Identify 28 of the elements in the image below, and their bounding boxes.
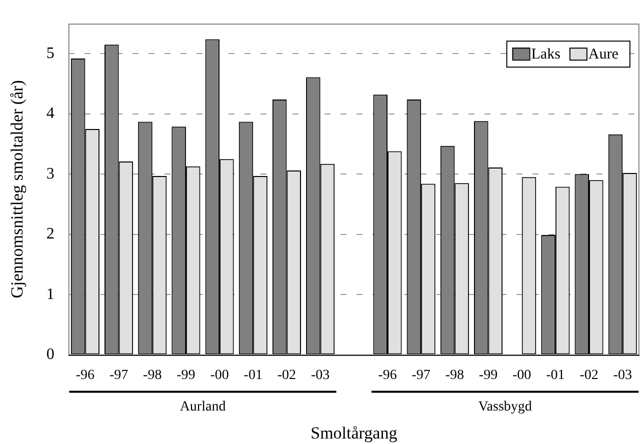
x-tick-label: -98 <box>445 368 464 383</box>
x-tick-label: -01 <box>546 368 565 383</box>
y-tick-label: 0 <box>46 346 54 364</box>
x-tick-label: -02 <box>277 368 296 383</box>
y-tick-label: 4 <box>46 105 54 122</box>
y-tick-label: 1 <box>46 286 54 303</box>
x-tick-label: -00 <box>210 368 229 383</box>
x-tick-label: -99 <box>176 368 196 383</box>
y-tick-label: 3 <box>46 165 54 182</box>
x-tick-label: -97 <box>109 368 128 383</box>
x-tick-label: -02 <box>580 368 598 383</box>
x-tick-label: -99 <box>478 368 498 383</box>
x-tick-label: -00 <box>512 368 532 383</box>
x-tick-label: -01 <box>244 368 262 383</box>
x-tick-label: -03 <box>613 368 632 383</box>
y-axis-title: Gjennomsnittleg smoltalder (år) <box>8 80 27 298</box>
x-tick-label: -98 <box>143 368 162 383</box>
x-tick-label: -03 <box>310 368 330 383</box>
x-tick-label: -96 <box>76 368 95 383</box>
x-tick-label: -97 <box>412 368 430 383</box>
legend-label: Aure <box>588 46 619 63</box>
x-tick-label: -96 <box>378 368 397 383</box>
legend-label: Laks <box>531 46 561 63</box>
text: Vassbygd <box>478 399 532 414</box>
x-axis-title: Smoltårgang <box>310 423 398 442</box>
y-tick-label: 2 <box>46 226 54 243</box>
text: Aurland <box>180 399 226 414</box>
y-tick-label: 5 <box>46 44 54 62</box>
